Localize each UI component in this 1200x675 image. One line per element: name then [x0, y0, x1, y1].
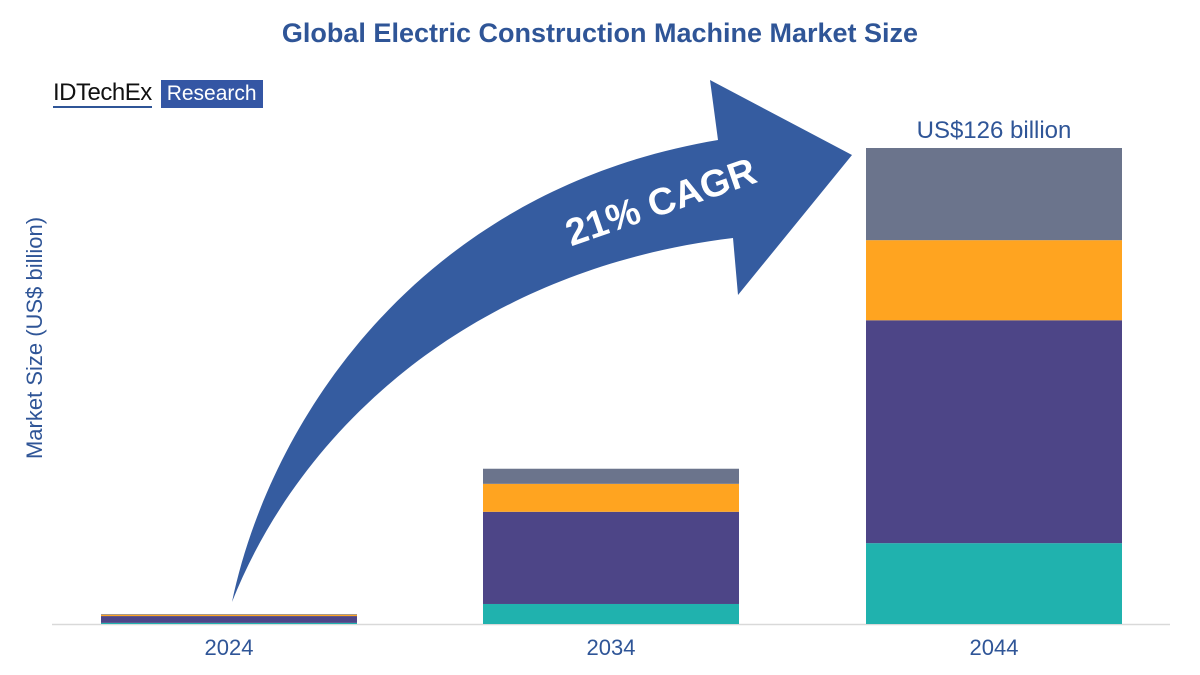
bar-2034-segment-2: [483, 483, 739, 512]
x-tick-label: 2024: [205, 635, 254, 660]
idtechex-logo: IDTechEx Research: [53, 80, 263, 108]
bar-2034-segment-0: [483, 603, 739, 624]
bar-2024-segment-1: [101, 616, 357, 623]
cagr-arrow: [232, 80, 852, 602]
bar-2044-segment-0: [866, 543, 1122, 624]
logo-name: IDTechEx: [53, 79, 152, 108]
total-label: US$126 billion: [917, 117, 1072, 144]
bar-2034-segment-3: [483, 468, 739, 484]
bar-2044-segment-2: [866, 240, 1122, 321]
x-tick-label: 2044: [970, 635, 1019, 660]
bar-2044-segment-3: [866, 148, 1122, 241]
bar-2024-segment-3: [101, 614, 357, 615]
x-tick-label: 2034: [587, 635, 636, 660]
bar-2024-segment-2: [101, 614, 357, 617]
bar-2024-segment-0: [101, 622, 357, 624]
bar-2044-segment-1: [866, 320, 1122, 544]
y-axis-label: Market Size (US$ billion): [22, 217, 47, 459]
chart-title: Global Electric Construction Machine Mar…: [281, 18, 919, 48]
logo-tag: Research: [160, 80, 263, 108]
bar-2034-segment-1: [483, 511, 739, 604]
